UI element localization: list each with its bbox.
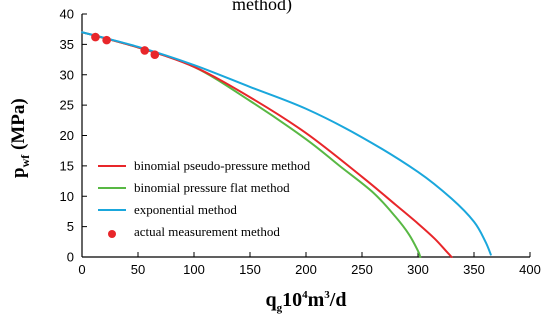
legend-label: exponential method [134, 202, 237, 217]
svg-text:pwf (MPa): pwf (MPa) [8, 98, 32, 178]
y-tick-label: 10 [60, 189, 74, 204]
x-tick-label: 150 [239, 262, 261, 277]
legend-label: binomial pseudo-pressure method [134, 158, 311, 173]
y-tick-label: 0 [67, 250, 74, 265]
measurement-points [91, 32, 160, 60]
y-tick-label: 20 [60, 128, 74, 143]
x-tick-label: 250 [351, 262, 373, 277]
measurement-point [102, 35, 111, 45]
x-tick-label: 200 [295, 262, 317, 277]
legend-label: binomial pressure flat method [134, 180, 290, 195]
legend: binomial pseudo-pressure method binomial … [98, 158, 311, 239]
x-tick-label: 0 [78, 262, 85, 277]
measurement-point [91, 32, 100, 42]
y-tick-label: 40 [60, 7, 74, 22]
x-tick-label: 400 [519, 262, 541, 277]
y-tick-label: 25 [60, 98, 74, 113]
series-line-2 [81, 31, 492, 256]
x-tick-label: 50 [131, 262, 145, 277]
y-tick-label: 5 [67, 219, 74, 234]
x-tick-label: 300 [407, 262, 429, 277]
legend-marker [108, 230, 116, 238]
x-axis-title: qg104m3/d [266, 289, 347, 314]
axis-ticks: 0 50 100 150 200 250 300 350 400 0 5 10 15 20 25 30 35 40 [60, 7, 541, 278]
measurement-point [150, 50, 160, 60]
svg-text:qg104m3/d: qg104m3/d [266, 289, 347, 314]
y-tick-label: 35 [60, 37, 74, 52]
x-tick-label: 100 [183, 262, 205, 277]
y-axis-title: pwf (MPa) [8, 98, 32, 178]
y-tick-label: 15 [60, 158, 74, 173]
y-tick-label: 30 [60, 67, 74, 82]
x-tick-label: 350 [463, 262, 485, 277]
legend-label: actual measurement method [134, 224, 280, 239]
series-lines [81, 31, 492, 258]
measurement-point [140, 46, 150, 55]
chart-title-fragment: method) [232, 0, 292, 15]
